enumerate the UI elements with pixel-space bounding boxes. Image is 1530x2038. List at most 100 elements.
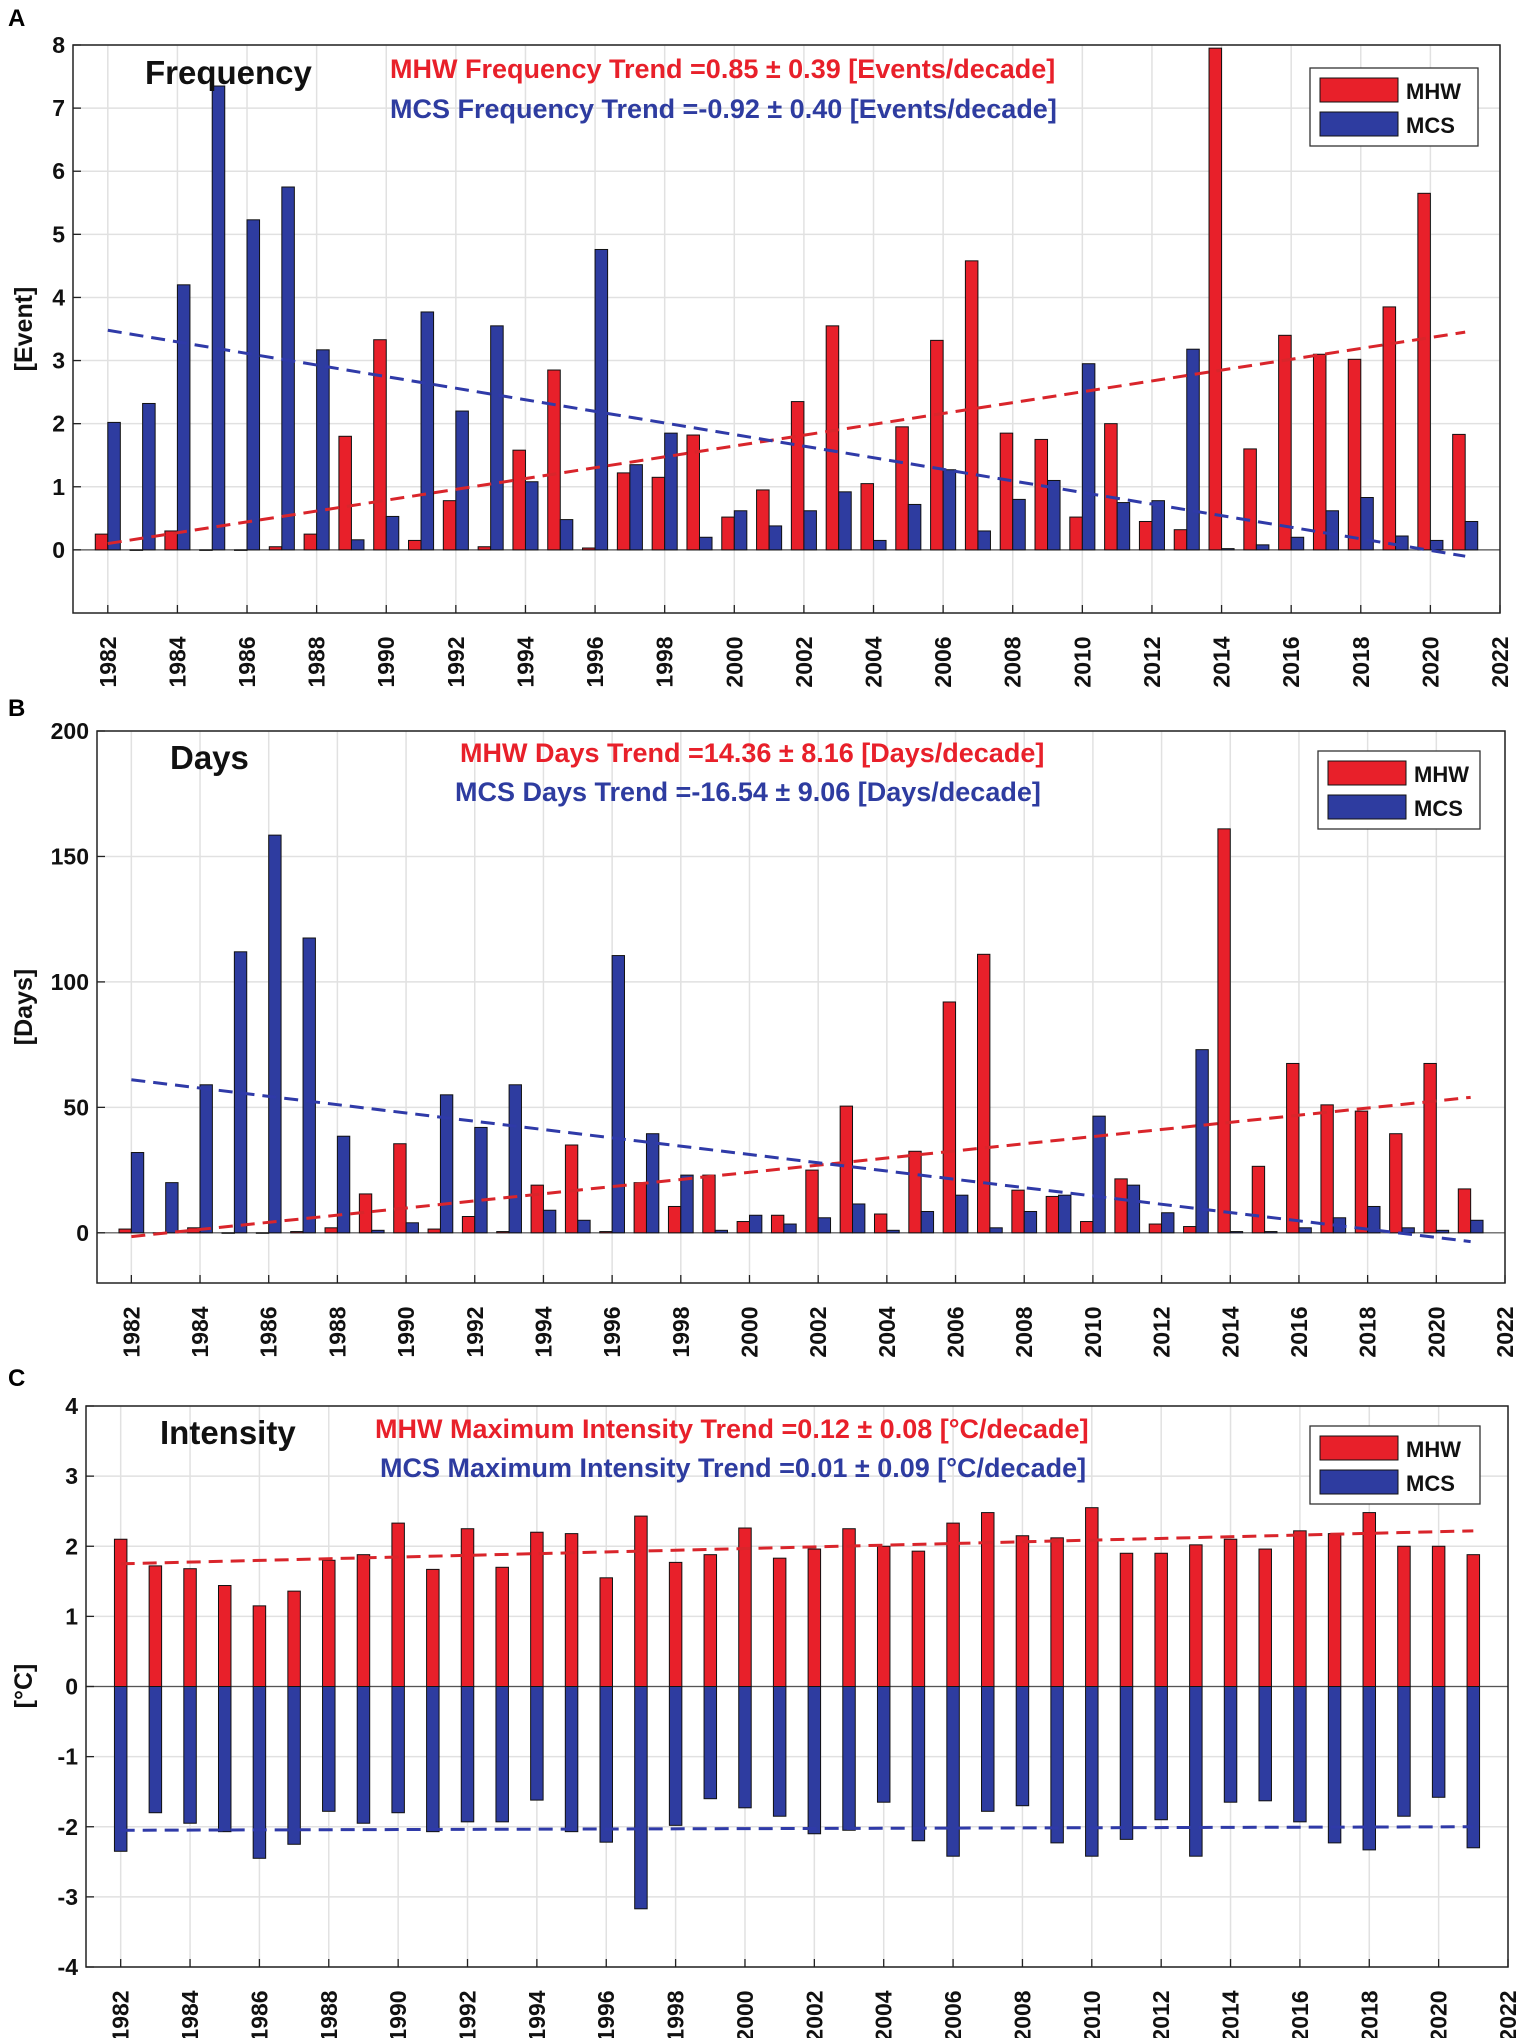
bar-mhw-2001 bbox=[772, 1557, 787, 1688]
bar-mhw-2000 bbox=[738, 1527, 752, 1687]
legend: MHW MCS bbox=[1309, 67, 1479, 147]
bar-mhw-2003 bbox=[839, 1105, 854, 1234]
y-tick-label: 0 bbox=[65, 1674, 78, 1700]
bar-mcs-2014 bbox=[1223, 1686, 1238, 1803]
legend: MHW MCS bbox=[1317, 750, 1481, 830]
bar-mhw-2003 bbox=[842, 1528, 856, 1687]
y-tick-label: 8 bbox=[52, 32, 65, 58]
bar-mcs-2019 bbox=[1397, 1686, 1411, 1817]
series-mhw bbox=[113, 1507, 1481, 1688]
y-tick-label: 100 bbox=[51, 969, 89, 995]
bar-mcs-2019 bbox=[1395, 535, 1409, 551]
bar-mcs-2008 bbox=[1015, 1686, 1030, 1807]
bar-mhw-2003 bbox=[825, 325, 840, 551]
bar-mhw-2013 bbox=[1183, 1226, 1197, 1234]
x-tick-label: 1992 bbox=[443, 636, 469, 687]
bar-mhw-1990 bbox=[393, 1143, 407, 1234]
trend-line-mhw bbox=[131, 1095, 1471, 1239]
bar-mhw-2002 bbox=[807, 1548, 822, 1688]
bar-mhw-2018 bbox=[1362, 1512, 1377, 1687]
bar-mcs-2021 bbox=[1470, 1219, 1484, 1234]
bar-mcs-2011 bbox=[1119, 1686, 1134, 1840]
trend-line-mcs bbox=[120, 1825, 1474, 1832]
x-tick-label: 2016 bbox=[1278, 636, 1304, 687]
bar-mcs-2003 bbox=[852, 1203, 866, 1234]
bar-mhw-1996 bbox=[599, 1231, 613, 1234]
bar-mhw-2017 bbox=[1320, 1104, 1334, 1234]
panel-b: B 0 50 100 150 200 1982 1984 1986 1988 1990 1992 199… bbox=[8, 695, 1518, 1358]
x-tick-label: 1988 bbox=[304, 636, 330, 687]
legend: MHW MCS bbox=[1309, 1425, 1481, 1505]
bar-mcs-1998 bbox=[668, 1686, 683, 1826]
y-tick-label: 4 bbox=[52, 284, 65, 310]
x-tick-label: 2000 bbox=[736, 1306, 762, 1357]
y-tick-label: 2 bbox=[52, 411, 65, 437]
bar-mcs-2018 bbox=[1367, 1205, 1381, 1234]
legend-label-mcs: MCS bbox=[1406, 113, 1455, 138]
bar-mhw-2006 bbox=[946, 1522, 960, 1688]
x-tick-label: 2012 bbox=[1149, 1306, 1175, 1357]
bar-mhw-2017 bbox=[1327, 1533, 1342, 1687]
bar-mhw-2012 bbox=[1154, 1552, 1168, 1687]
bar-mhw-2010 bbox=[1069, 516, 1083, 551]
bar-mhw-1986 bbox=[255, 1232, 270, 1234]
mcs-trend-annotation: MCS Maximum Intensity Trend =0.01 ± 0.09… bbox=[380, 1453, 1086, 1483]
bar-mhw-1987 bbox=[287, 1590, 301, 1688]
bar-mcs-2007 bbox=[981, 1686, 995, 1812]
x-tick-label: 1996 bbox=[593, 1990, 619, 2038]
x-tick-label: 1984 bbox=[177, 1990, 203, 2038]
bar-mcs-1995 bbox=[577, 1219, 591, 1234]
bar-mhw-2014 bbox=[1208, 47, 1223, 551]
bar-mhw-2011 bbox=[1104, 423, 1118, 551]
bar-mcs-1988 bbox=[316, 349, 330, 551]
bar-mcs-2020 bbox=[1435, 1229, 1450, 1234]
bar-mhw-2013 bbox=[1173, 529, 1188, 551]
bar-mhw-2007 bbox=[981, 1512, 995, 1687]
bars bbox=[113, 1507, 1481, 1910]
bar-mcs-2009 bbox=[1058, 1194, 1072, 1234]
bar-mhw-2005 bbox=[908, 1150, 922, 1234]
trend-line-mcs bbox=[107, 328, 1466, 558]
bar-mhw-1991 bbox=[426, 1568, 440, 1687]
bar-mcs-2001 bbox=[783, 1223, 797, 1234]
x-tick-label: 2014 bbox=[1209, 636, 1235, 687]
bar-mcs-1996 bbox=[599, 1686, 613, 1843]
bar-mcs-1999 bbox=[698, 536, 713, 551]
bar-mcs-2007 bbox=[977, 530, 991, 551]
mcs-trend-annotation: MCS Days Trend =-16.54 ± 9.06 [Days/deca… bbox=[455, 777, 1041, 807]
bar-mhw-1985 bbox=[221, 1232, 235, 1234]
legend-swatch-mhw bbox=[1327, 760, 1407, 786]
panel-c: C -4 -3 -2 -1 0 1 2 3 4 1982 1984 1986 1988 1990 1992 19… bbox=[8, 1365, 1521, 2038]
bar-mhw-2018 bbox=[1347, 358, 1362, 551]
bar-mcs-2020 bbox=[1429, 539, 1444, 551]
bar-mcs-1995 bbox=[564, 1686, 579, 1833]
bar-mcs-2005 bbox=[907, 503, 922, 551]
y-tick-label: 1 bbox=[52, 474, 65, 500]
bar-mhw-1997 bbox=[633, 1182, 647, 1234]
bar-mcs-2002 bbox=[803, 510, 817, 551]
bar-mhw-2016 bbox=[1278, 334, 1292, 551]
x-tick-label: 2006 bbox=[930, 636, 956, 687]
x-tick-label: 2020 bbox=[1423, 1306, 1449, 1357]
bar-mhw-2018 bbox=[1354, 1110, 1369, 1234]
bar-mcs-2002 bbox=[817, 1217, 832, 1234]
y-axis-label: [Event] bbox=[10, 287, 38, 372]
x-tick-label: 2000 bbox=[732, 1990, 758, 2038]
bar-mhw-1998 bbox=[668, 1561, 683, 1688]
plot-area bbox=[73, 45, 1500, 613]
chart-title: Intensity bbox=[160, 1414, 296, 1451]
bar-mhw-1987 bbox=[290, 1231, 304, 1234]
bar-mcs-1982 bbox=[113, 1686, 128, 1852]
bar-mcs-2010 bbox=[1081, 363, 1096, 551]
bar-mhw-2000 bbox=[736, 1221, 750, 1234]
bar-mhw-2002 bbox=[805, 1169, 819, 1234]
bar-mhw-2008 bbox=[1015, 1535, 1030, 1687]
bar-mcs-2012 bbox=[1161, 1212, 1175, 1234]
trend-line-mhw bbox=[120, 1529, 1474, 1566]
chart-title: Days bbox=[170, 739, 249, 776]
x-tick-label: 1986 bbox=[234, 636, 260, 687]
x-tick-label: 2014 bbox=[1217, 1306, 1243, 1357]
bar-mhw-2004 bbox=[873, 1213, 888, 1234]
y-tick-label: 50 bbox=[63, 1094, 89, 1120]
y-tick-label: 0 bbox=[52, 537, 65, 563]
